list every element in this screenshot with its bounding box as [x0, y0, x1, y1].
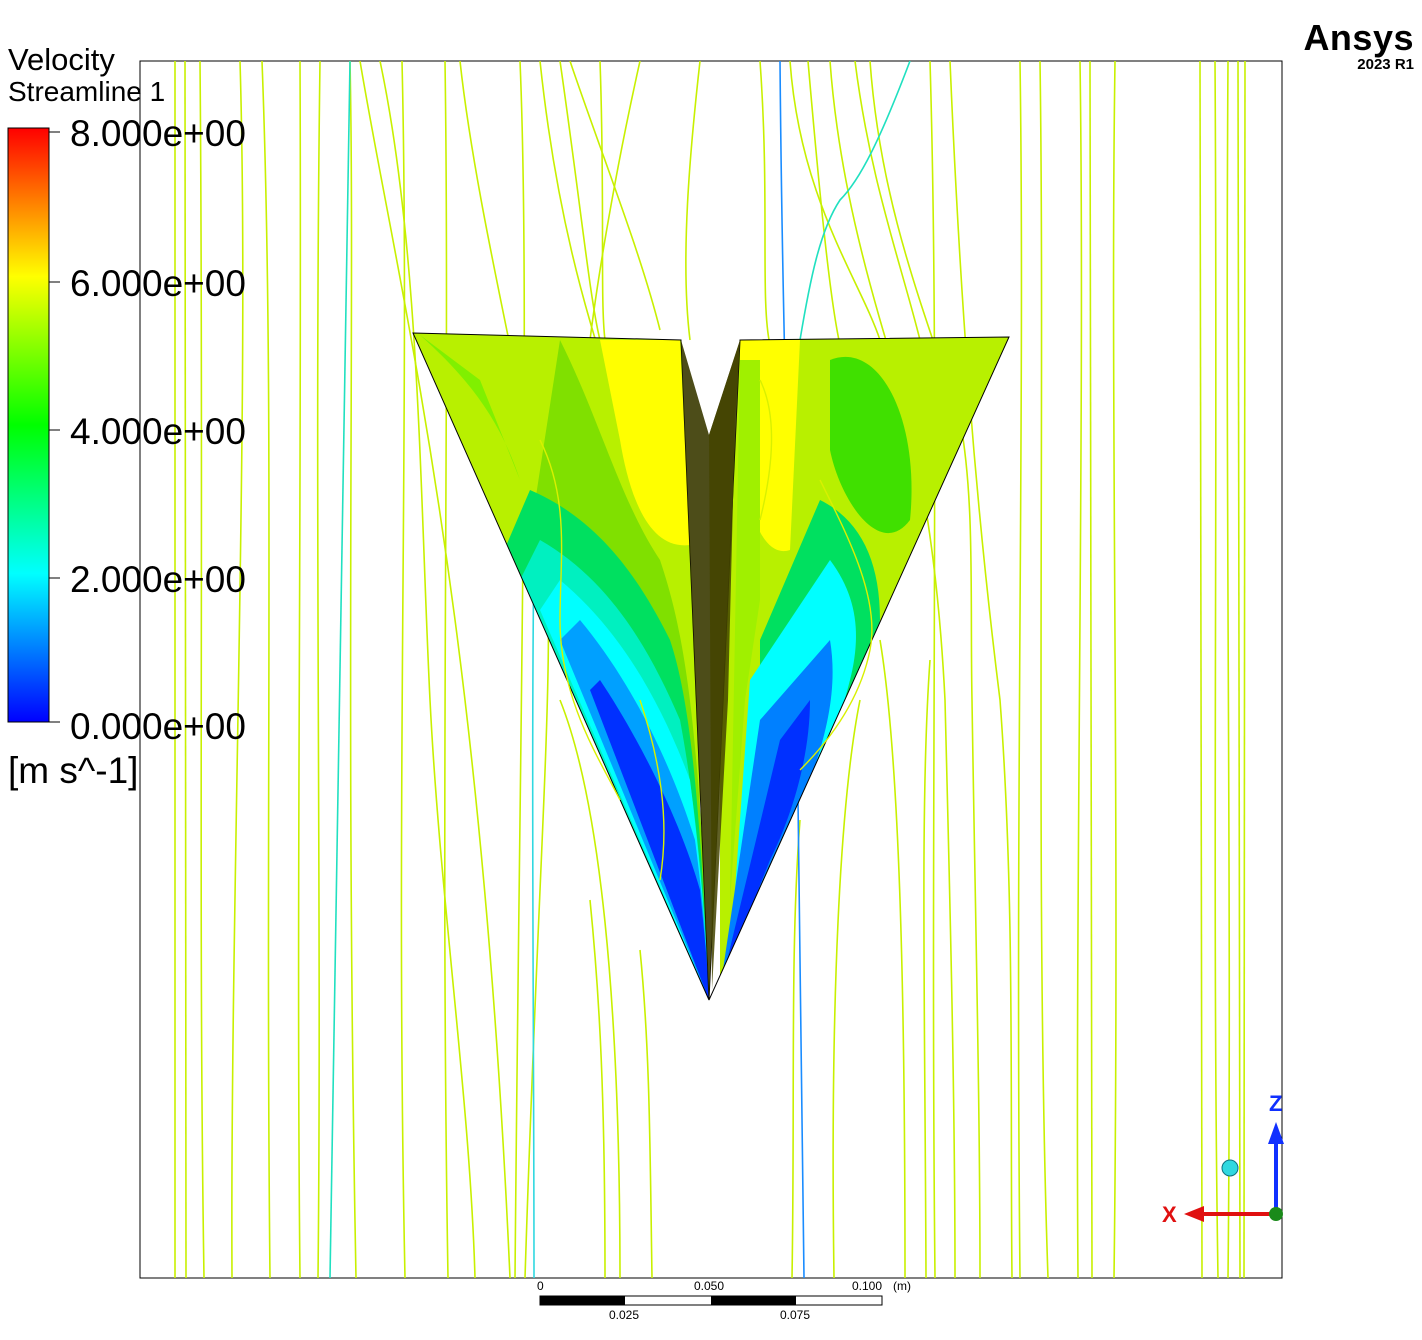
streamline — [869, 61, 981, 1278]
streamline — [569, 61, 661, 331]
streamline — [789, 61, 881, 341]
streamline — [639, 949, 653, 1278]
streamline — [559, 61, 601, 341]
streamline — [459, 61, 550, 1278]
streamline — [400, 61, 406, 1278]
brand-version: 2023 R1 — [1357, 56, 1414, 73]
streamline — [359, 61, 511, 1278]
streamline — [1214, 61, 1219, 1278]
streamline — [599, 61, 606, 341]
streamline — [929, 61, 936, 1278]
streamline — [443, 61, 449, 1278]
streamline — [759, 379, 773, 521]
streamline — [297, 61, 302, 1278]
streamline — [1112, 61, 1117, 1278]
streamline — [791, 819, 801, 1278]
streamline — [829, 61, 956, 1278]
scale-label: 0.100 — [852, 1279, 883, 1293]
streamline-cyan — [799, 61, 911, 341]
streamline — [639, 699, 665, 881]
streamline — [685, 61, 701, 341]
brand-logo: Ansys 2023 R1 — [1303, 20, 1414, 74]
scale-unit: (m) — [893, 1279, 911, 1293]
domain-frame — [139, 60, 1283, 1279]
legend-units: [m s^-1] — [8, 750, 139, 791]
streamlines-front — [539, 379, 873, 881]
scale-label: 0.050 — [694, 1279, 725, 1293]
legend-object: Streamline 1 — [8, 76, 166, 107]
legend-variable: Velocity — [8, 42, 115, 77]
streamline — [854, 61, 921, 341]
streamline — [231, 61, 244, 1278]
streamline — [539, 439, 621, 801]
streamline — [183, 61, 187, 1278]
streamline — [379, 61, 476, 1278]
scale-label: 0 — [537, 1279, 544, 1293]
streamline — [1237, 61, 1241, 1278]
scale-label: 0.025 — [609, 1308, 640, 1322]
colorbar — [7, 127, 50, 723]
colorbar-tick-label: 6.000e+00 — [70, 263, 246, 304]
streamline — [261, 61, 271, 1278]
streamline — [199, 61, 205, 1278]
scale-label: 0.075 — [780, 1308, 811, 1322]
streamline — [316, 61, 321, 1278]
streamline — [559, 699, 621, 1278]
streamline — [349, 61, 357, 1278]
colorbar-tick-label: 2.000e+00 — [70, 559, 246, 600]
colorbar-tick-label: 0.000e+00 — [70, 706, 246, 747]
streamline — [1226, 61, 1231, 1278]
streamline — [949, 61, 1013, 1278]
streamline — [923, 659, 931, 1278]
streamline — [759, 61, 771, 346]
axis-triad — [1184, 1122, 1284, 1222]
streamline — [1243, 61, 1246, 1278]
streamline — [1199, 61, 1203, 1278]
colorbar-tick-label: 8.000e+00 — [70, 113, 246, 154]
streamline — [589, 899, 606, 1278]
fuselage-face — [709, 340, 740, 990]
colorbar-ticks — [49, 131, 60, 723]
streamline-cyan — [329, 61, 351, 1278]
axis-label-x: X — [1162, 1202, 1177, 1227]
scale-bar — [539, 1295, 883, 1306]
streamline — [879, 639, 906, 1278]
axis-label-z: Z — [1269, 1091, 1283, 1116]
brand-name: Ansys — [1303, 17, 1414, 58]
streamline — [514, 61, 526, 1278]
colorbar-tick-label: 4.000e+00 — [70, 411, 246, 452]
streamline — [832, 699, 861, 1278]
streamline — [807, 61, 841, 346]
triad-origin-sphere — [1221, 1159, 1239, 1177]
streamline — [1017, 61, 1023, 1278]
streamline — [1039, 61, 1049, 1278]
streamline — [799, 479, 873, 771]
streamline — [1076, 61, 1083, 1278]
streamline — [589, 61, 641, 341]
streamline — [1089, 61, 1093, 1278]
